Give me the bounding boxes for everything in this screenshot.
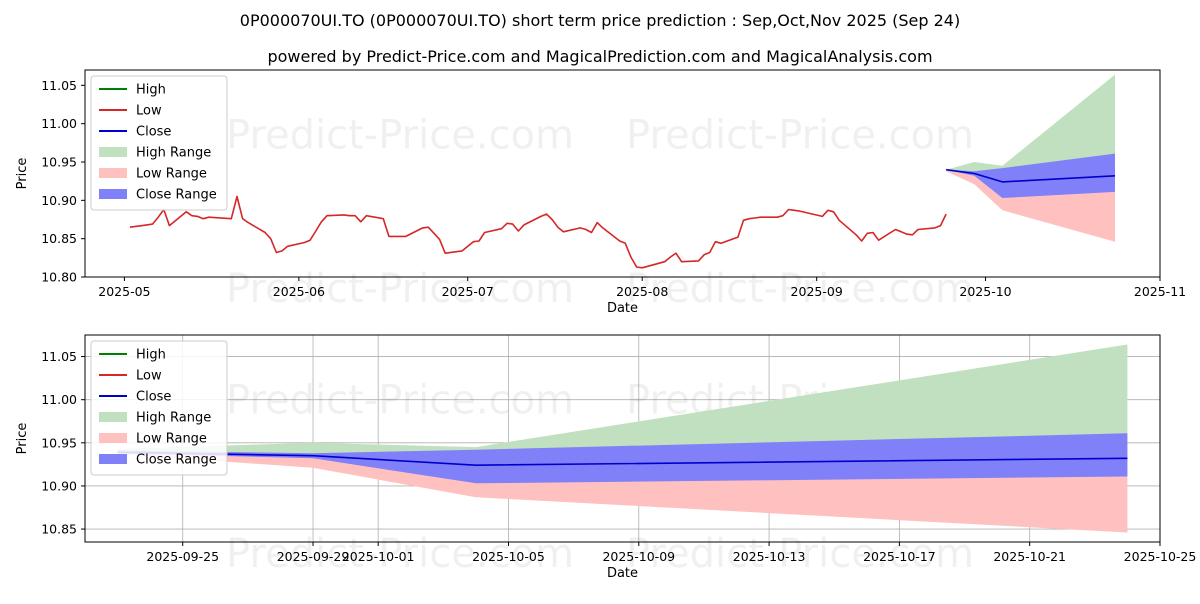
chart-subtitle: powered by Predict-Price.com and Magical…	[267, 47, 932, 66]
top-x-tick-label: 2025-10	[959, 284, 1011, 299]
bottom-legend-swatch-close-range	[99, 454, 127, 464]
top-x-tick-label: 2025-05	[98, 284, 150, 299]
bottom-x-tick-label: 2025-09-29	[277, 549, 350, 564]
bottom-legend-label-high: High	[136, 348, 166, 363]
bottom-x-tick-label: 2025-10-13	[733, 549, 806, 564]
bottom-x-tick-label: 2025-10-25	[1124, 549, 1197, 564]
top-legend-label-low-range: Low Range	[136, 167, 207, 182]
top-x-tick-label: 2025-11	[1134, 284, 1186, 299]
top-watermark: Predict-Price.com	[226, 113, 574, 159]
top-y-tick-label: 10.80	[41, 270, 77, 285]
bottom-y-tick-label: 10.90	[41, 478, 77, 493]
top-high-range-band	[946, 74, 1115, 182]
bottom-y-tick-label: 11.05	[41, 349, 77, 364]
bottom-high-range-band	[117, 344, 1128, 466]
top-x-tick-label: 2025-08	[616, 284, 668, 299]
bottom-legend-label-high-range: High Range	[136, 411, 211, 426]
top-low-series-line	[129, 195, 947, 269]
bottom-y-tick-label: 10.95	[41, 435, 77, 450]
bottom-watermark: Predict-Price.com	[226, 378, 574, 424]
bottom-x-tick-label: 2025-09-25	[146, 549, 219, 564]
bottom-legend-label-close-range: Close Range	[136, 453, 217, 468]
bottom-x-tick-label: 2025-10-17	[863, 549, 936, 564]
chart-title: 0P000070UI.TO (0P000070UI.TO) short term…	[240, 11, 960, 30]
top-legend-label-close: Close	[136, 125, 171, 140]
top-watermark: Predict-Price.com	[626, 266, 974, 312]
bottom-legend-swatch-high-range	[99, 412, 127, 422]
bottom-x-axis-label: Date	[607, 566, 638, 581]
bottom-y-axis-label: Price	[15, 423, 30, 455]
bottom-legend-label-close: Close	[136, 390, 171, 405]
top-x-tick-label: 2025-09	[791, 284, 843, 299]
top-watermark: Predict-Price.com	[626, 113, 974, 159]
bottom-y-tick-label: 11.00	[41, 392, 77, 407]
top-y-tick-label: 10.85	[41, 231, 77, 246]
top-legend-label-high: High	[136, 83, 166, 98]
bottom-close-range-band	[117, 433, 1128, 484]
bottom-watermark: Predict-Price.com	[226, 531, 574, 577]
bottom-x-tick-label: 2025-10-05	[472, 549, 545, 564]
top-legend-label-close-range: Close Range	[136, 188, 217, 203]
bottom-y-tick-label: 10.85	[41, 522, 77, 537]
top-x-tick-label: 2025-07	[442, 284, 494, 299]
bottom-x-tick-label: 2025-10-09	[602, 549, 675, 564]
bottom-legend-label-low-range: Low Range	[136, 432, 207, 447]
bottom-panel: Predict-Price.com Predict-Price.com Predic…	[15, 334, 1197, 581]
bottom-axes-frame	[84, 334, 1161, 543]
top-y-axis-label: Price	[15, 158, 30, 190]
bottom-x-tick-label: 2025-10-21	[993, 549, 1066, 564]
top-close-range-band	[946, 153, 1115, 198]
top-legend-label-low: Low	[136, 104, 162, 119]
top-y-tick-label: 11.05	[41, 78, 77, 93]
bottom-watermark: Predict-Price.com	[626, 531, 974, 577]
top-x-axis-label: Date	[607, 301, 638, 316]
top-close-series-line	[945, 168, 1116, 183]
top-legend-swatch-high-range	[99, 147, 127, 157]
top-watermark: Predict-Price.com	[226, 266, 574, 312]
top-legend-swatch-close-range	[99, 189, 127, 199]
bottom-legend-label-low: Low	[136, 369, 162, 384]
bottom-legend-swatch-low-range	[99, 433, 127, 443]
top-legend-label-high-range: High Range	[136, 146, 211, 161]
top-y-tick-label: 11.00	[41, 116, 77, 131]
top-y-tick-label: 10.95	[41, 155, 77, 170]
top-x-tick-label: 2025-06	[273, 284, 325, 299]
top-axes-frame	[84, 69, 1161, 278]
top-panel: Predict-Price.com Predict-Price.com Predic…	[15, 69, 1186, 316]
top-y-tick-label: 10.90	[41, 193, 77, 208]
bottom-x-tick-label: 2025-10-01	[342, 549, 415, 564]
top-legend-swatch-low-range	[99, 168, 127, 178]
